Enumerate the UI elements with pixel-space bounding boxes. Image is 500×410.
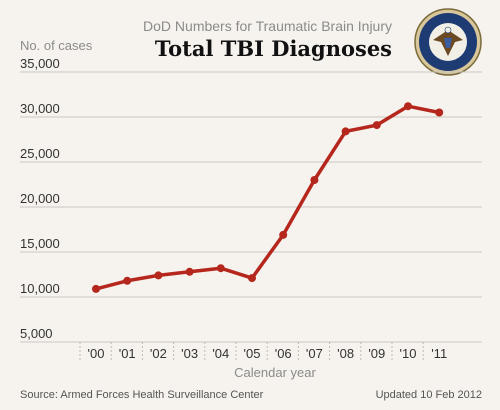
y-tick-label: 20,000 xyxy=(20,191,60,206)
updated-note: Updated 10 Feb 2012 xyxy=(376,389,482,401)
x-tick-label: '00 xyxy=(88,346,105,361)
x-tick-label: '08 xyxy=(337,346,354,361)
x-tick-label: '10 xyxy=(400,346,417,361)
x-axis-label: Calendar year xyxy=(234,365,316,380)
data-point xyxy=(404,102,412,111)
data-point xyxy=(248,274,256,283)
x-tick-label: '11 xyxy=(431,346,447,361)
dod-seal-logo xyxy=(414,8,482,76)
x-tick-label: '03 xyxy=(181,346,198,361)
chart-title: Total TBI Diagnoses xyxy=(155,36,392,61)
x-tick-label: '07 xyxy=(306,346,323,361)
x-tick-label: '05 xyxy=(244,346,261,361)
y-tick-label: 15,000 xyxy=(20,236,60,251)
data-point xyxy=(310,176,319,184)
series-tbi-diagnoses xyxy=(92,102,444,293)
data-point xyxy=(341,127,350,136)
series-line xyxy=(94,104,441,291)
y-tick-label: 25,000 xyxy=(20,146,60,161)
y-tick-label: 10,000 xyxy=(20,281,60,296)
data-point xyxy=(435,108,444,117)
chart-supertitle: DoD Numbers for Traumatic Brain Injury xyxy=(143,18,392,34)
data-point xyxy=(185,267,194,276)
y-tick-labels: 5,000 10,000 15,000 20,000 25,000 30,000 35,00… xyxy=(20,56,60,341)
source-note: Source: Armed Forces Health Surveillance… xyxy=(20,389,264,401)
x-tick-labels: '00 '01 '02 '03 '04 '05 '06 '07 '08 '09 '10 '11 xyxy=(79,342,447,361)
x-tick-label: '01 xyxy=(119,346,136,361)
x-tick-label: '09 xyxy=(368,346,385,361)
y-tick-label: 30,000 xyxy=(20,101,60,116)
data-point xyxy=(216,264,225,273)
x-tick-label: '06 xyxy=(275,346,292,361)
y-tick-label: 35,000 xyxy=(20,56,60,71)
data-point xyxy=(154,271,163,280)
x-tick-label: '02 xyxy=(150,346,167,361)
y-tick-label: 5,000 xyxy=(20,326,53,341)
gridlines xyxy=(20,71,482,343)
data-point xyxy=(372,121,381,130)
x-tick-label: '04 xyxy=(212,346,229,361)
y-axis-label: No. of cases xyxy=(20,38,93,53)
data-point xyxy=(279,230,288,239)
data-point xyxy=(92,284,100,293)
data-point xyxy=(123,276,132,285)
